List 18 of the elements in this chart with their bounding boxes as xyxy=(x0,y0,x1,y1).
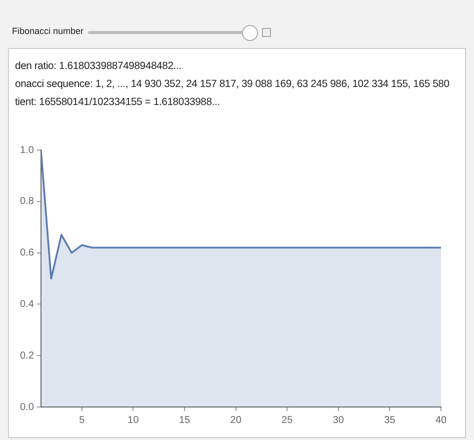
y-tick-label: 0.2 xyxy=(20,350,34,362)
text: Fibonacci number xyxy=(12,26,84,36)
x-tick-label: 40 xyxy=(435,414,447,426)
y-tick-label: 0.0 xyxy=(20,402,34,413)
x-tick-label: 15 xyxy=(178,414,191,426)
x-tick-label: 30 xyxy=(332,414,344,426)
x-tick-label: 25 xyxy=(282,414,294,426)
y-tick-label: 0.6 xyxy=(20,248,34,259)
y-tick-label: 0.4 xyxy=(20,298,34,310)
x-tick-label: 35 xyxy=(384,414,396,426)
x-tick-label: 10 xyxy=(128,414,140,426)
text: den ratio: 1.6180339887498948482... xyxy=(15,61,182,72)
x-tick-label: 5 xyxy=(79,414,86,426)
y-tick-label: 1.0 xyxy=(20,144,34,156)
y-tick-label: 0.8 xyxy=(20,196,34,208)
x-tick-label: 20 xyxy=(230,414,242,426)
text: onacci sequence: 1, 2, ..., 14 930 352, 24 157 817, 39 088 169, 63 245 986, 102 334 155, 165 580 xyxy=(15,79,450,90)
text: tient: 165580141/102334155 = 1.618033988... xyxy=(15,97,220,108)
